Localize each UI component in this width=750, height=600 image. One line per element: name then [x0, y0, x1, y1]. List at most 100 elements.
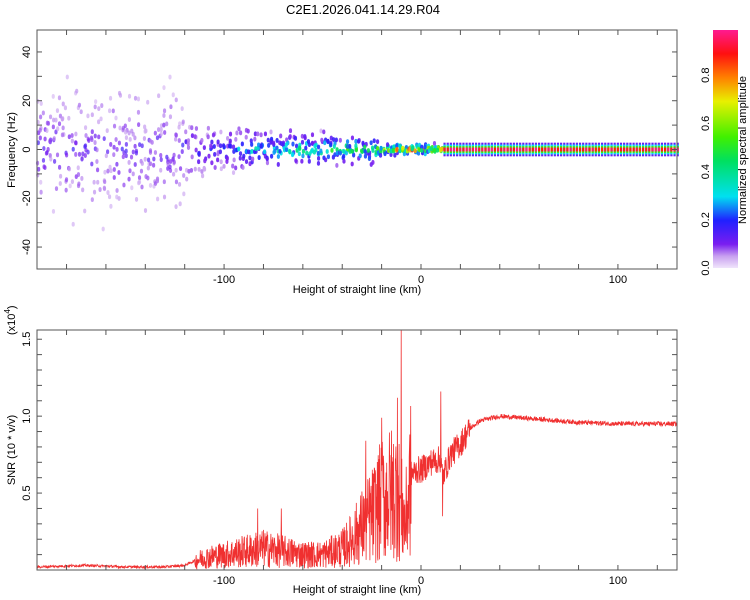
spectrogram-cell — [338, 137, 342, 143]
spectrogram-cell — [102, 136, 106, 141]
spectrogram-cell — [37, 166, 41, 172]
spectrogram-xlabel: Height of straight line (km) — [293, 284, 421, 296]
spectrogram-cell — [48, 153, 52, 158]
spectrogram-cell — [65, 74, 69, 80]
colorbar-tick-label: 0.8 — [700, 68, 712, 83]
spectrogram-cell — [354, 147, 358, 153]
spectrogram-cell — [67, 115, 71, 121]
spectrogram-cell — [39, 101, 43, 106]
spectrogram-cell — [71, 146, 75, 152]
spectrogram-cell — [48, 114, 53, 120]
spectrogram-cell — [531, 147, 534, 152]
spectrogram-cell — [155, 135, 160, 141]
spectrogram-cell — [393, 152, 397, 158]
spectrogram-cell — [316, 144, 321, 150]
spectrogram-cell — [131, 171, 135, 177]
spectrogram-cell — [267, 143, 271, 148]
spectrogram-cell — [107, 194, 112, 200]
spectrogram-cell — [288, 149, 292, 155]
spectrogram-cell — [312, 149, 316, 155]
spectrogram-cell — [361, 140, 365, 146]
spectrogram-cell — [168, 74, 172, 80]
spectrogram-cell — [572, 147, 575, 152]
x-tick-label: -100 — [213, 274, 235, 286]
spectrogram-cell — [148, 150, 153, 155]
spectrogram-cell — [97, 119, 101, 125]
spectrogram-cell — [402, 151, 406, 157]
spectrogram-cell — [58, 181, 62, 186]
spectrogram-cell — [298, 146, 302, 151]
spectrogram-cell — [109, 203, 113, 209]
spectrogram-cell — [83, 153, 87, 158]
spectrogram-cell — [265, 156, 269, 162]
spectrogram-cell — [604, 147, 607, 152]
spectrogram-cell — [288, 128, 293, 134]
spectrogram-cell — [139, 168, 144, 174]
spectrogram-cell — [506, 147, 509, 152]
colorbar: 0.0 0.2 0.4 0.6 0.8 Normalized spectral ampl… — [700, 30, 749, 276]
spectrogram-cell — [207, 153, 211, 159]
spectrogram-cell — [515, 147, 519, 152]
spectrogram-cell — [392, 147, 396, 153]
spectrogram-cell — [77, 102, 82, 108]
spectrogram-cell — [307, 158, 311, 164]
spectrogram-cell — [54, 129, 58, 135]
spectrogram-cell — [64, 152, 69, 158]
spectrogram-cell — [189, 167, 194, 173]
spectrogram-cell — [218, 143, 223, 149]
spectrogram-cell — [271, 140, 276, 146]
spectrogram-cell — [301, 148, 306, 154]
spectrogram-cell — [300, 158, 304, 164]
spectrogram-cell — [137, 175, 142, 181]
spectrogram-cell — [177, 124, 181, 130]
spectrogram-cell — [181, 142, 185, 148]
spectrogram-cell — [61, 101, 65, 107]
spectrogram-cell — [52, 136, 56, 141]
colorbar-tick-label: 0.6 — [700, 116, 712, 131]
spectrogram-cell — [291, 141, 295, 147]
spectrogram-cell — [237, 126, 241, 132]
spectrogram-cell — [95, 147, 99, 153]
spectrogram-cell — [276, 154, 281, 159]
spectrogram-cell — [174, 97, 178, 103]
spectrogram-cell — [248, 155, 252, 161]
colorbar-tick-label: 0.2 — [700, 212, 712, 227]
x-tick-label: 100 — [609, 274, 627, 286]
spectrogram-cell — [293, 135, 298, 141]
spectrogram-cell — [288, 134, 292, 139]
spectrogram-cell — [86, 149, 90, 155]
spectrogram-cell — [372, 138, 376, 144]
spectrogram-cell — [93, 140, 97, 145]
spectrogram-cell — [118, 125, 122, 131]
spectrogram-cell — [345, 139, 350, 145]
spectrogram-cell — [190, 125, 194, 131]
spectrogram-cell — [537, 147, 541, 152]
spectrogram-cell — [626, 147, 629, 152]
spectrogram-cell — [251, 156, 255, 162]
spectrogram-cell — [623, 147, 626, 152]
spectrogram-cell — [385, 142, 390, 148]
spectrogram-cell — [591, 147, 594, 152]
spectrogram-cell — [241, 165, 245, 170]
spectrogram-cell — [81, 151, 85, 157]
x-tick-label: 0 — [418, 575, 424, 587]
spectrogram-cell — [202, 166, 207, 172]
spectrogram-cell — [92, 189, 97, 195]
colorbar-gradient — [713, 30, 738, 268]
spectrogram-cell — [60, 132, 65, 138]
spectrogram-cell — [294, 158, 298, 164]
spectrogram-cell — [137, 122, 141, 128]
spectrogram-cell — [210, 139, 214, 145]
spectrogram-cell — [465, 147, 468, 152]
spectrogram-cell — [206, 134, 210, 140]
spectrogram-cell — [481, 147, 484, 152]
spectrogram-cell — [375, 139, 380, 145]
spectrogram-cell — [159, 152, 163, 158]
spectrogram-cell — [654, 147, 657, 152]
spectrogram-cell — [57, 121, 62, 127]
spectrogram-cell — [103, 179, 107, 185]
spectrogram-cell — [83, 125, 88, 130]
spectrogram-cell — [174, 167, 178, 173]
spectrogram-cell — [329, 142, 333, 148]
spectrogram-cell — [180, 106, 184, 112]
